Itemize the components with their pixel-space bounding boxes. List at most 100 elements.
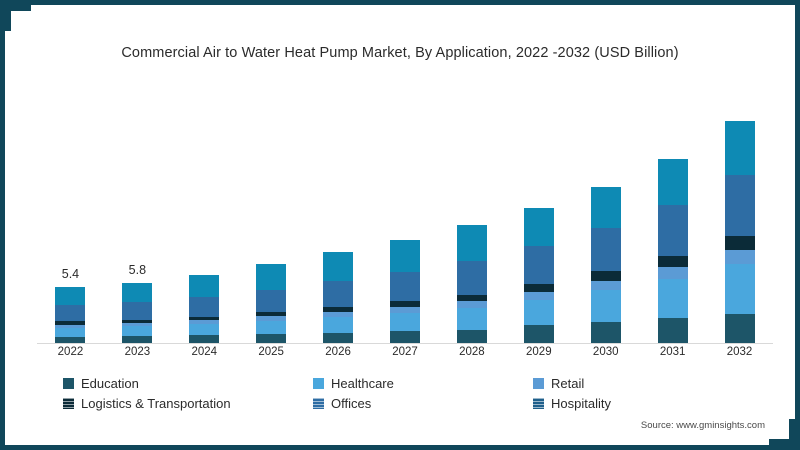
- bar-segment-hospitality: [590, 186, 621, 229]
- bar-segment-logistics-transportation: [590, 271, 621, 281]
- x-tick-label-2026: 2026: [325, 346, 351, 358]
- legend-swatch-icon-hospitality: [533, 397, 544, 409]
- bar-segment-healthcare: [590, 290, 621, 323]
- bar-segment-retail: [256, 316, 287, 321]
- bar-segment-retail: [456, 301, 487, 309]
- bar-segment-retail: [390, 307, 420, 313]
- bar-segment-offices: [590, 228, 621, 272]
- bar-segment-education: [657, 318, 688, 343]
- legend-label-retail: Retail: [551, 375, 585, 391]
- bar-segment-offices: [256, 289, 287, 312]
- bar-segment-healthcare: [523, 299, 554, 326]
- bar-segment-healthcare: [256, 320, 287, 335]
- bar-segment-offices: [189, 297, 220, 317]
- bar-segment-healthcare: [724, 264, 755, 315]
- legend-row-1: Education Healthcare Retail: [63, 373, 683, 393]
- bar-segment-hospitality: [724, 120, 755, 176]
- bar-segment-logistics-transportation: [256, 311, 287, 317]
- bar-segment-hospitality: [456, 225, 487, 262]
- bar-segment-logistics-transportation: [390, 301, 420, 308]
- x-tick-label-2024: 2024: [191, 346, 218, 358]
- bar-segment-education: [456, 329, 487, 343]
- bar-segment-offices: [390, 271, 420, 302]
- plot-area: 5.4 5.8: [37, 105, 773, 343]
- bar-segment-healthcare: [189, 324, 220, 336]
- bar-segment-offices: [323, 280, 354, 307]
- bar-2027[interactable]: [390, 239, 420, 343]
- legend-swatch-icon-education: [63, 377, 74, 389]
- bar-segment-offices: [523, 245, 554, 284]
- bar-segment-hospitality: [390, 239, 420, 272]
- legend-label-logistics-transportation: Logistics & Transportation: [81, 395, 231, 411]
- bar-2030[interactable]: [590, 186, 621, 343]
- legend-item-education[interactable]: Education: [63, 376, 313, 391]
- bar-segment-hospitality: [55, 287, 86, 306]
- bar-2028[interactable]: [456, 225, 487, 343]
- bar-2024[interactable]: [189, 274, 220, 343]
- legend-item-hospitality[interactable]: Hospitality: [533, 396, 683, 411]
- bar-segment-education: [390, 331, 420, 343]
- x-tick-label-2030: 2030: [592, 346, 619, 358]
- corner-accent-top-left-horizontal: [5, 5, 31, 11]
- bar-segment-education: [256, 334, 287, 343]
- bar-segment-healthcare: [657, 278, 688, 319]
- bar-2025[interactable]: [256, 264, 287, 343]
- bar-segment-retail: [55, 324, 86, 328]
- bar-segment-logistics-transportation: [724, 235, 755, 250]
- x-axis-tick-labels: 2022 2023 2024 2025 2026 2027 2028 2029 2030 2031…: [37, 346, 773, 366]
- x-tick-label-2023: 2023: [124, 346, 151, 358]
- legend-swatch-icon-logistics-transportation: [63, 397, 74, 409]
- bar-2032[interactable]: [724, 120, 755, 343]
- bar-segment-offices: [122, 302, 153, 320]
- legend-label-healthcare: Healthcare: [331, 375, 394, 391]
- legend-swatch-icon-healthcare: [313, 377, 324, 389]
- bar-segment-healthcare: [323, 316, 354, 333]
- bar-segment-logistics-transportation: [55, 321, 86, 325]
- legend-label-education: Education: [81, 375, 139, 391]
- x-axis-line: [37, 343, 773, 344]
- bar-segment-logistics-transportation: [657, 256, 688, 268]
- bar-segment-retail: [523, 291, 554, 300]
- bar-segment-hospitality: [122, 283, 153, 303]
- bar-segment-education: [724, 314, 755, 343]
- bar-segment-hospitality: [189, 274, 220, 298]
- bar-2026[interactable]: [323, 251, 354, 343]
- chart-legend: Education Healthcare Retail Logistics & Tra…: [63, 373, 683, 413]
- bar-segment-healthcare: [390, 312, 420, 332]
- x-tick-label-2029: 2029: [526, 346, 552, 358]
- source-attribution: Source: www.gminsights.com: [640, 420, 765, 431]
- bar-segment-healthcare: [456, 308, 487, 330]
- legend-item-logistics-transportation[interactable]: Logistics & Transportation: [63, 396, 313, 411]
- bar-2029[interactable]: [523, 207, 554, 343]
- x-tick-label-2025: 2025: [258, 346, 284, 358]
- x-tick-label-2031: 2031: [659, 346, 686, 358]
- bar-segment-retail: [122, 323, 153, 327]
- legend-swatch-icon-retail: [533, 377, 544, 389]
- bar-segment-healthcare: [122, 326, 153, 337]
- bar-segment-hospitality: [323, 251, 354, 281]
- bar-2023[interactable]: [122, 283, 153, 343]
- bar-segment-education: [590, 322, 621, 343]
- legend-item-offices[interactable]: Offices: [313, 396, 533, 411]
- bar-segment-hospitality: [657, 158, 688, 206]
- bar-2031[interactable]: [657, 158, 688, 343]
- bar-segment-retail: [323, 311, 354, 317]
- x-tick-label-2032: 2032: [726, 346, 753, 358]
- bar-segment-offices: [724, 175, 755, 236]
- bar-segment-offices: [456, 261, 487, 295]
- x-tick-label-2027: 2027: [392, 346, 418, 358]
- bar-segment-education: [122, 336, 153, 343]
- bar-segment-education: [189, 335, 220, 343]
- legend-label-hospitality: Hospitality: [551, 395, 611, 411]
- legend-item-healthcare[interactable]: Healthcare: [313, 376, 533, 391]
- legend-item-retail[interactable]: Retail: [533, 376, 683, 391]
- bar-segment-retail: [590, 280, 621, 291]
- bar-segment-offices: [657, 205, 688, 257]
- legend-label-offices: Offices: [331, 395, 372, 411]
- corner-accent-bottom-right-vertical: [789, 419, 795, 445]
- bar-segment-logistics-transportation: [523, 283, 554, 292]
- bar-segment-retail: [657, 267, 688, 279]
- corner-accent-bottom-right-horizontal: [769, 439, 795, 445]
- bar-2022[interactable]: [55, 287, 86, 343]
